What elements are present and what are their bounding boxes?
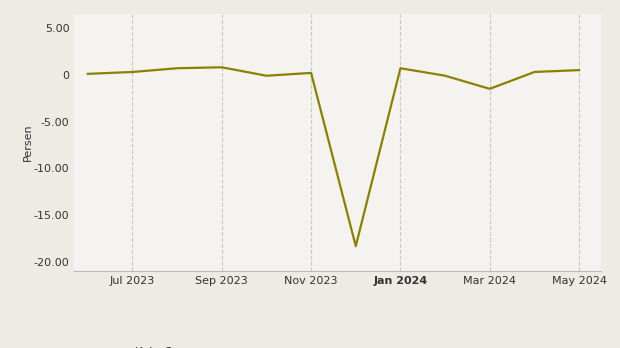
Kota Serang	[308, 71, 315, 75]
Kota Serang	[129, 70, 136, 74]
Kota Serang	[218, 65, 226, 69]
Kota Serang	[397, 66, 404, 70]
Kota Serang	[174, 66, 181, 70]
Kota Serang	[441, 74, 449, 78]
Legend: Kota Serang: Kota Serang	[91, 341, 211, 348]
Line: Kota Serang: Kota Serang	[88, 67, 579, 246]
Kota Serang	[263, 74, 270, 78]
Y-axis label: Persen: Persen	[23, 124, 33, 161]
Kota Serang	[575, 68, 583, 72]
Kota Serang	[531, 70, 538, 74]
Kota Serang	[84, 72, 92, 76]
Kota Serang	[352, 244, 360, 248]
Kota Serang	[486, 87, 494, 91]
